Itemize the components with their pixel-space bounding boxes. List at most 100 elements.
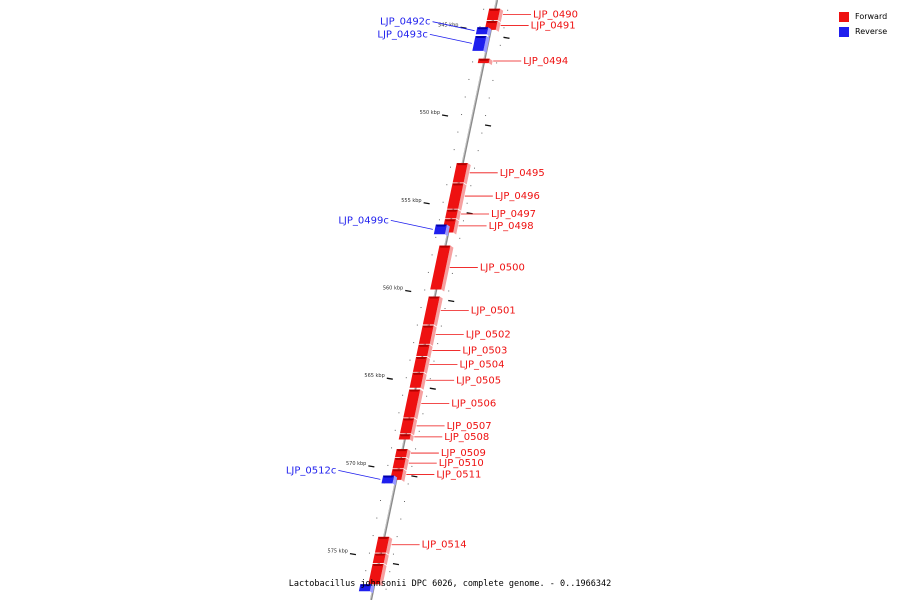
major-tick-right <box>484 124 492 127</box>
minor-tick-left <box>402 394 404 396</box>
gene-side-face <box>383 553 389 566</box>
gene-label[interactable]: LJP_0508 <box>444 432 489 443</box>
major-tick <box>460 26 467 29</box>
gene-bevel <box>489 8 501 11</box>
minor-tick-left <box>409 359 411 361</box>
minor-tick-left <box>461 114 463 116</box>
gene-LJP_0510[interactable] <box>392 457 409 471</box>
gene-side-face <box>403 457 409 471</box>
gene-side-face <box>406 449 411 460</box>
gene-label[interactable]: LJP_0511 <box>436 470 481 481</box>
gene-label[interactable]: LJP_0503 <box>462 345 507 356</box>
gene-label[interactable]: LJP_0505 <box>456 375 501 386</box>
minor-tick-right <box>474 167 475 169</box>
gene-label[interactable]: LJP_0490 <box>533 9 578 20</box>
gene-LJP_0512c[interactable] <box>381 475 398 486</box>
gene-label[interactable]: LJP_0502 <box>466 330 511 341</box>
gene-body <box>433 224 447 235</box>
gene-body <box>452 163 468 183</box>
gene-LJP_0499c[interactable] <box>433 224 450 237</box>
minor-tick-right <box>400 518 402 520</box>
gene-body <box>412 357 428 372</box>
gene-unlabeled[interactable] <box>372 553 389 566</box>
gene-label[interactable]: LJP_0491 <box>531 20 576 31</box>
gene-LJP_0509[interactable] <box>395 449 411 460</box>
gene-label[interactable]: LJP_0499c <box>338 215 389 226</box>
gene-bevel <box>475 35 487 38</box>
major-tick-right <box>411 475 418 478</box>
gene-label[interactable]: LJP_0504 <box>459 359 504 370</box>
gene-LJP_0500[interactable] <box>430 245 454 292</box>
gene-leader-line <box>338 469 381 480</box>
gene-LJP_0502[interactable] <box>418 325 437 346</box>
gene-side-face <box>444 224 450 237</box>
gene-LJP_0495[interactable] <box>452 163 471 185</box>
minor-tick-left <box>398 412 400 414</box>
minor-tick-left <box>438 219 440 221</box>
minor-tick-right <box>437 343 439 345</box>
tick-label: 570 kbp <box>346 461 366 467</box>
gene-LJP_0505[interactable] <box>409 372 427 390</box>
gene-bevel <box>394 457 406 460</box>
gene-side-face <box>369 584 375 594</box>
gene-label[interactable]: LJP_0496 <box>495 191 540 202</box>
minor-tick-left <box>380 500 381 501</box>
gene-LJP_0496[interactable] <box>447 183 467 211</box>
major-tick <box>423 202 430 205</box>
gene-body <box>418 325 434 344</box>
minor-tick-right <box>448 290 450 292</box>
major-tick <box>368 465 375 468</box>
gene-unlabeled[interactable] <box>358 584 375 594</box>
gene-side-face <box>423 357 431 374</box>
gene-side-face <box>453 219 459 235</box>
gene-LJP_0503[interactable] <box>416 344 433 359</box>
gene-label[interactable]: LJP_0509 <box>441 448 486 459</box>
minor-tick-right <box>418 430 420 432</box>
gene-label[interactable]: LJP_0510 <box>439 458 484 469</box>
gene-LJP_0514[interactable] <box>374 536 393 555</box>
gene-label[interactable]: LJP_0497 <box>491 209 536 220</box>
gene-LJP_0492c[interactable] <box>475 27 492 37</box>
gene-side-face <box>495 21 501 32</box>
gene-label[interactable]: LJP_0493c <box>377 29 428 40</box>
minor-tick-right <box>444 308 446 310</box>
gene-side-face <box>401 469 407 482</box>
gene-LJP_0493c[interactable] <box>472 35 490 53</box>
minor-tick-right <box>385 588 387 590</box>
gene-body <box>372 553 386 564</box>
minor-tick-left <box>365 570 367 572</box>
gene-label[interactable]: LJP_0498 <box>489 221 534 232</box>
gene-label[interactable]: LJP_0494 <box>523 56 568 67</box>
gene-label[interactable]: LJP_0507 <box>447 421 492 432</box>
gene-LJP_0508[interactable] <box>398 434 414 442</box>
gene-unlabeled[interactable] <box>368 564 387 587</box>
gene-label[interactable]: LJP_0492c <box>380 17 431 28</box>
gene-side-face <box>385 536 393 555</box>
legend: Forward Reverse <box>839 9 887 39</box>
gene-body <box>368 564 384 585</box>
minor-tick-right <box>455 255 457 257</box>
gene-label[interactable]: LJP_0514 <box>422 540 467 551</box>
gene-label[interactable]: LJP_0500 <box>480 263 525 274</box>
gene-label[interactable]: LJP_0512c <box>286 465 337 476</box>
gene-label[interactable]: LJP_0506 <box>451 399 496 410</box>
gene-bevel <box>399 434 411 437</box>
gene-LJP_0494[interactable] <box>477 58 493 66</box>
gene-side-face <box>379 564 387 587</box>
gene-side-face <box>458 183 467 211</box>
gene-LJP_0501[interactable] <box>422 296 443 327</box>
gene-LJP_0497[interactable] <box>445 209 461 221</box>
gene-side-face <box>427 344 433 359</box>
gene-LJP_0506[interactable] <box>403 389 424 420</box>
gene-side-face <box>420 372 427 390</box>
gene-LJP_0504[interactable] <box>412 357 431 374</box>
gene-bevel <box>444 219 456 222</box>
gene-LJP_0507[interactable] <box>400 418 418 436</box>
major-tick-right <box>429 387 436 390</box>
gene-leader-line <box>390 219 433 230</box>
gene-LJP_0490[interactable] <box>486 8 504 23</box>
gene-label[interactable]: LJP_0495 <box>500 168 545 179</box>
minor-tick-left <box>442 201 444 203</box>
gene-label[interactable]: LJP_0501 <box>471 306 516 317</box>
